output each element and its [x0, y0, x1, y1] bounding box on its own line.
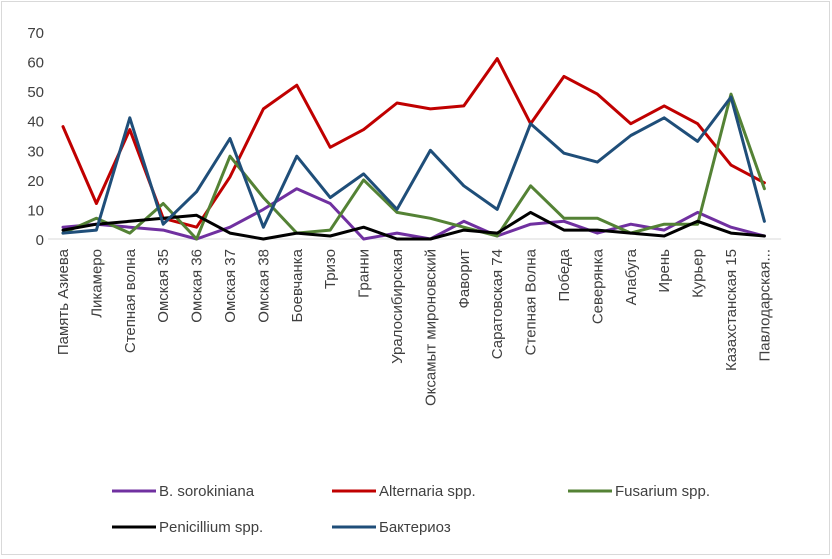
series-line-2 [61, 92, 766, 241]
x-tick-label: Павлодарская... [756, 249, 773, 361]
x-tick-label: Омская 38 [255, 249, 272, 323]
x-tick-label: Омская 35 [155, 249, 172, 323]
legend: B. sorokiniana Alternaria spp. Fusarium sp… [112, 483, 710, 536]
x-tick-label: Степная волна [122, 248, 139, 353]
x-tick-label: Уралосибирская [389, 249, 406, 364]
x-tick-label: Ирень [656, 249, 673, 293]
axes: 0 10 20 30 40 50 60 70 Память Азиева Ликамеро Степ… [27, 25, 782, 406]
series-lines [61, 57, 766, 241]
y-tick-label: 20 [27, 173, 44, 190]
y-tick-label: 70 [27, 25, 44, 42]
series-line-3 [61, 210, 766, 241]
legend-label: B. sorokiniana [159, 483, 255, 500]
y-tick-label: 10 [27, 202, 44, 219]
x-tick-label: Память Азиева [55, 248, 72, 355]
x-tick-label: Фаворит [456, 249, 473, 309]
legend-label: Бактериоз [379, 519, 451, 536]
x-tick-label: Ликамеро [88, 249, 105, 318]
x-tick-label: Омская 36 [189, 249, 206, 323]
y-tick-label: 30 [27, 143, 44, 160]
x-tick-label: Саратовская 74 [489, 249, 506, 359]
x-tick-label: Гранни [356, 249, 373, 298]
x-tick-label: Боевчанка [289, 248, 306, 322]
series-line-4 [61, 95, 766, 235]
y-tick-label: 50 [27, 84, 44, 101]
legend-label: Alternaria spp. [379, 483, 476, 500]
x-tick-label: Алабуга [623, 248, 640, 305]
x-tick-label: Северянка [589, 248, 606, 324]
x-tick-label: Тризо [322, 249, 339, 289]
x-tick-label: Победа [556, 248, 573, 301]
y-tick-label: 60 [27, 55, 44, 72]
legend-label: Fusarium spp. [615, 483, 710, 500]
y-tick-label: 0 [36, 232, 44, 249]
y-tick-label: 40 [27, 114, 44, 131]
x-tick-label: Казахстанская 15 [723, 249, 740, 371]
x-tick-label: Степная Волна [523, 248, 540, 355]
x-tick-label: Омская 37 [222, 249, 239, 323]
x-tick-label: Оксамыт мироновский [422, 249, 439, 406]
series-line-1 [61, 57, 766, 229]
legend-label: Penicillium spp. [159, 519, 263, 536]
x-tick-label: Курьер [690, 249, 707, 298]
